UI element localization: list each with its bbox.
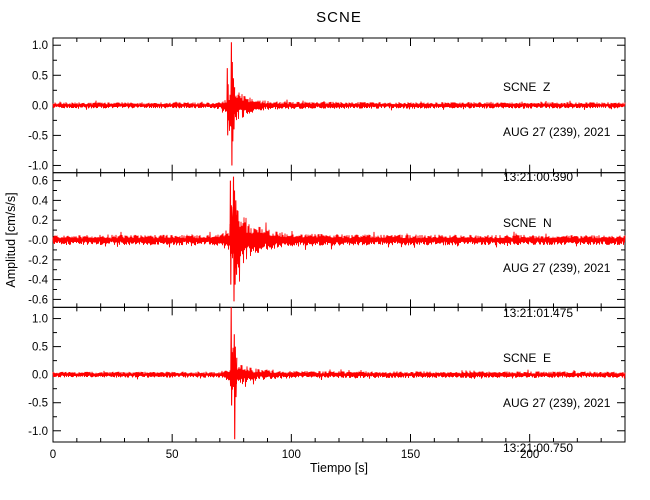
event-time-label: 13:21:00.750: [503, 441, 574, 455]
event-date-label: AUG 27 (239), 2021: [503, 261, 611, 275]
svg-text:-0.2: -0.2: [28, 255, 48, 267]
panel-annotation-z: SCNE Z AUG 27 (239), 2021 13:21:00.390: [503, 50, 610, 215]
svg-text:1.0: 1.0: [32, 40, 48, 52]
svg-text:-0.4: -0.4: [28, 275, 48, 287]
svg-text:150: 150: [401, 449, 420, 461]
svg-text:0.4: 0.4: [32, 195, 49, 207]
event-date-label: AUG 27 (239), 2021: [503, 125, 611, 139]
event-date-label: AUG 27 (239), 2021: [503, 396, 611, 410]
x-axis-label: Tiempo [s]: [310, 461, 368, 475]
svg-text:-0.6: -0.6: [28, 294, 48, 306]
svg-text:-0.5: -0.5: [28, 398, 48, 410]
svg-text:-0.0: -0.0: [28, 235, 48, 247]
plot-title: SCNE: [316, 9, 362, 26]
svg-text:200: 200: [520, 449, 539, 461]
svg-text:0.2: 0.2: [32, 215, 48, 227]
svg-text:0.5: 0.5: [32, 70, 48, 82]
svg-text:-1.0: -1.0: [28, 426, 48, 438]
event-time-label: 13:21:01.475: [503, 306, 574, 320]
svg-text:0: 0: [50, 449, 56, 461]
svg-text:-1.0: -1.0: [28, 160, 48, 172]
station-component-label: SCNE Z: [503, 80, 551, 94]
station-component-label: SCNE N: [503, 216, 552, 230]
svg-text:100: 100: [282, 449, 301, 461]
svg-text:0.6: 0.6: [32, 176, 48, 188]
svg-text:1.0: 1.0: [32, 314, 48, 326]
station-component-label: SCNE E: [503, 351, 552, 365]
panel-annotation-n: SCNE N AUG 27 (239), 2021 13:21:01.475: [503, 186, 610, 351]
svg-text:0.0: 0.0: [32, 100, 48, 112]
svg-text:-0.5: -0.5: [28, 130, 48, 142]
event-time-label: 13:21:00.390: [503, 170, 574, 184]
y-axis-label: Amplitud [cm/s/s]: [4, 192, 18, 288]
svg-text:0.0: 0.0: [32, 370, 48, 382]
panel-annotation-e: SCNE E AUG 27 (239), 2021 13:21:00.750: [503, 321, 610, 486]
svg-text:0.5: 0.5: [32, 342, 48, 354]
svg-text:50: 50: [166, 449, 179, 461]
